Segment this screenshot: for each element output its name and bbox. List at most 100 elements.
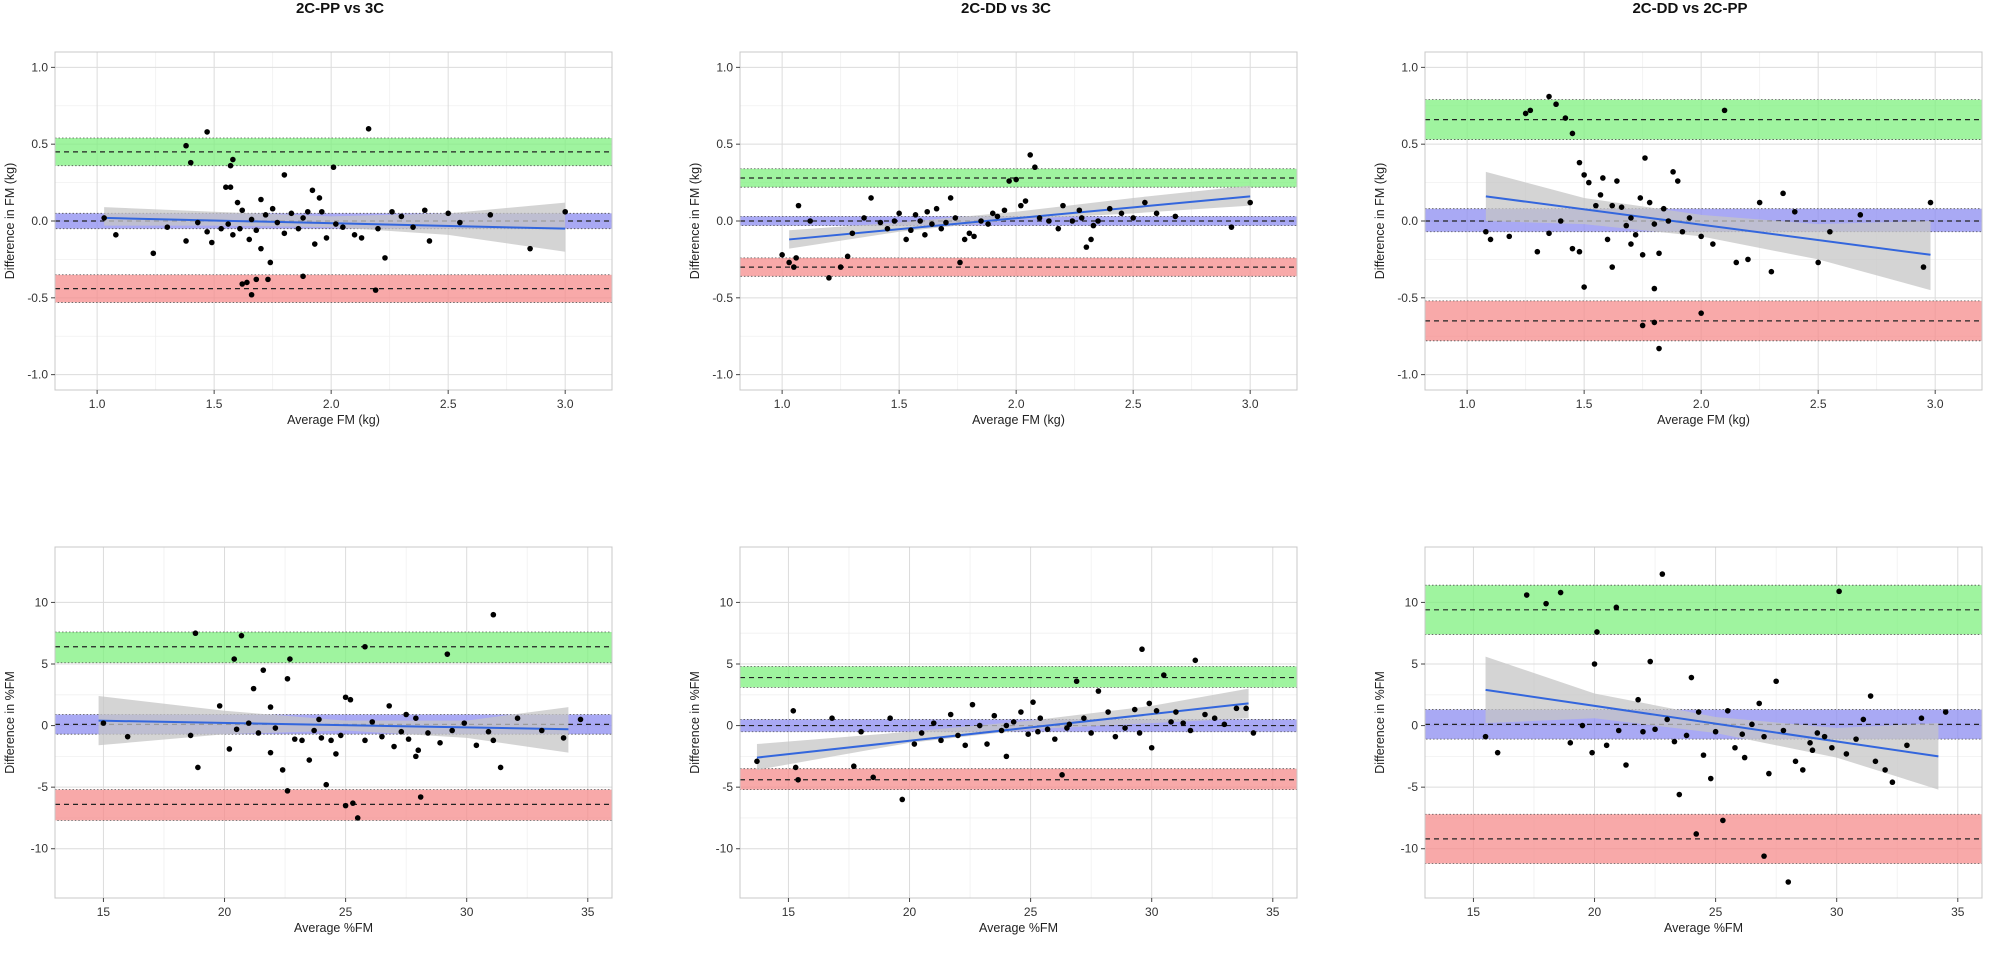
data-point <box>896 210 902 217</box>
data-point <box>933 205 940 212</box>
data-point <box>1060 202 1066 209</box>
data-point <box>1522 110 1529 117</box>
data-point <box>1022 198 1029 204</box>
data-point <box>1741 754 1748 761</box>
data-point <box>1615 727 1622 734</box>
upper-loa-band <box>740 666 1297 688</box>
data-point <box>1815 259 1821 266</box>
y-tick-label: 0 <box>1411 719 1418 733</box>
data-point <box>382 255 388 261</box>
data-point <box>365 126 372 132</box>
data-point <box>1073 678 1080 685</box>
data-point <box>461 720 468 726</box>
data-point <box>316 195 323 201</box>
x-tick-label: 35 <box>1266 905 1280 919</box>
data-point <box>1670 169 1676 175</box>
col-title-1: 2C-PP vs 3C <box>295 0 385 17</box>
data-point <box>1059 772 1065 778</box>
data-point <box>984 741 990 747</box>
data-point <box>347 696 354 703</box>
data-point <box>969 701 976 708</box>
x-axis-label: Average FM (kg) <box>287 413 380 427</box>
data-point <box>1168 719 1174 725</box>
data-point <box>971 233 977 240</box>
x-tick-label: 30 <box>460 905 474 919</box>
data-point <box>1712 728 1719 735</box>
x-tick-label: 2.0 <box>1008 397 1025 411</box>
data-point <box>1032 164 1038 171</box>
data-point <box>330 164 337 171</box>
data-point <box>445 210 451 217</box>
data-point <box>323 781 330 788</box>
data-point <box>150 250 157 257</box>
data-point <box>248 216 255 223</box>
data-point <box>311 727 317 734</box>
data-point <box>1131 706 1138 713</box>
data-point <box>1567 740 1574 746</box>
x-tick-label: 2.0 <box>323 397 340 411</box>
data-point <box>1025 731 1031 737</box>
data-point <box>1756 199 1763 206</box>
x-tick-label: 2.5 <box>1810 397 1827 411</box>
data-point <box>415 747 422 754</box>
data-point <box>1920 264 1927 270</box>
data-point <box>1035 728 1041 735</box>
y-tick-label: 5 <box>41 657 48 671</box>
data-point <box>337 732 344 739</box>
data-point <box>1749 721 1755 728</box>
data-point <box>1030 699 1036 705</box>
data-point <box>225 221 231 227</box>
data-point <box>1872 758 1879 765</box>
data-point <box>924 208 931 215</box>
data-point <box>1656 250 1662 257</box>
data-point <box>267 749 274 756</box>
x-tick-label: 15 <box>97 905 111 919</box>
data-point <box>1076 207 1083 214</box>
data-point <box>1581 172 1587 178</box>
y-tick-label: 5 <box>1411 657 1418 671</box>
data-point <box>497 764 504 771</box>
data-point <box>1780 190 1786 197</box>
data-point <box>1543 600 1549 607</box>
data-point <box>1036 215 1043 221</box>
data-point <box>1037 715 1044 721</box>
data-point <box>1821 733 1828 740</box>
lower-loa-band <box>740 257 1297 277</box>
x-tick-label: 35 <box>1951 905 1965 919</box>
data-point <box>952 215 959 221</box>
data-point <box>204 228 210 235</box>
x-tick-label: 15 <box>1467 905 1481 919</box>
data-point <box>1721 107 1728 114</box>
data-point <box>1597 192 1604 198</box>
data-point <box>1018 202 1024 209</box>
data-point <box>1882 767 1888 773</box>
data-point <box>1766 770 1772 777</box>
data-point <box>1112 733 1119 740</box>
data-point <box>291 736 298 742</box>
lower-loa-band <box>55 789 612 821</box>
data-point <box>1083 244 1090 250</box>
data-point <box>1187 727 1194 734</box>
data-point <box>279 767 286 773</box>
data-point <box>1829 744 1835 751</box>
data-point <box>1122 725 1128 731</box>
data-point <box>1136 730 1143 736</box>
data-point <box>333 221 339 227</box>
y-tick-label: -10 <box>31 842 49 856</box>
panel-border <box>1424 546 1983 899</box>
data-point <box>1090 222 1097 229</box>
x-tick-label: 25 <box>339 905 353 919</box>
y-axis-label: Difference in %FM <box>688 671 702 774</box>
data-point <box>216 703 223 709</box>
chart-pfm-2cdd-vs-2cpp: 15 20 25 30 35 -10 -5 0 5 10 Average %FM Difference… <box>1373 546 1983 935</box>
data-point <box>1569 130 1576 137</box>
data-point <box>358 235 365 241</box>
x-tick-label: 30 <box>1830 905 1844 919</box>
data-point <box>1553 101 1559 108</box>
data-point <box>284 788 291 794</box>
x-tick-label: 30 <box>1145 905 1159 919</box>
upper-loa-band <box>55 631 612 664</box>
data-point <box>754 758 760 765</box>
x-tick-label: 3.0 <box>1242 397 1259 411</box>
data-point <box>1700 752 1707 758</box>
